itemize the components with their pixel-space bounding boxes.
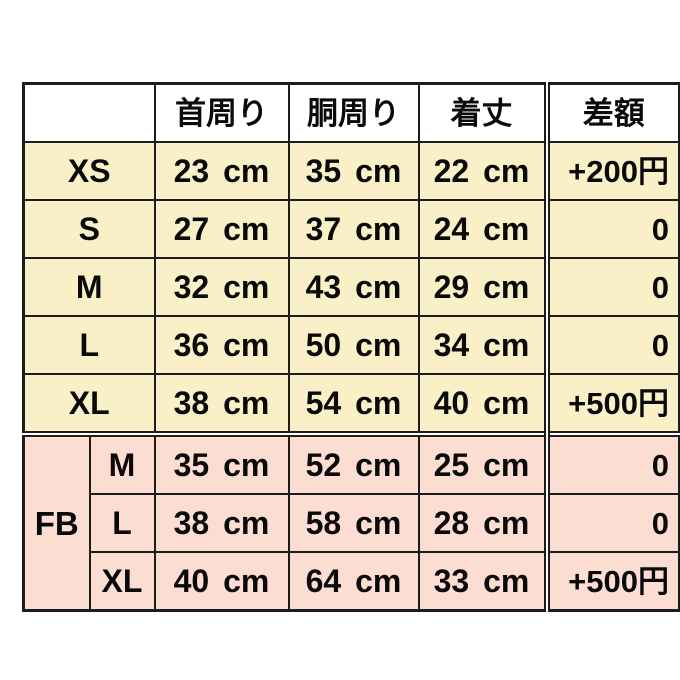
size-cell: L bbox=[22, 315, 156, 375]
size-cell: XS bbox=[22, 141, 156, 201]
size-chart: 首周り 胴周り 着丈 差額 XS 23 cm 35 cm 22 cm +200円… bbox=[22, 82, 680, 612]
neck-cell: 38 cm bbox=[153, 373, 290, 435]
length-cell: 34 cm bbox=[417, 315, 548, 375]
fb-size-row-m: FB M 35 cm 52 cm 25 cm 0 bbox=[22, 431, 680, 612]
column-header-length: 着丈 bbox=[417, 82, 548, 143]
neck-cell: 27 cm bbox=[153, 199, 290, 259]
size-cell: L bbox=[88, 493, 156, 553]
length-cell: 28 cm bbox=[417, 493, 548, 553]
neck-cell: 32 cm bbox=[153, 257, 290, 317]
column-header-girth: 胴周り bbox=[287, 82, 420, 143]
price-diff-cell: 0 bbox=[543, 431, 680, 495]
girth-cell: 58 cm bbox=[287, 493, 420, 553]
length-cell: 22 cm bbox=[417, 141, 548, 201]
neck-cell: 38 cm bbox=[153, 493, 290, 553]
size-row-xl: XL 38 cm 54 cm 40 cm +500円 bbox=[22, 373, 680, 435]
size-row-xs: XS 23 cm 35 cm 22 cm +200円 bbox=[22, 141, 680, 201]
size-cell: M bbox=[88, 431, 156, 495]
length-cell: 33 cm bbox=[417, 551, 548, 612]
price-diff-cell: 0 bbox=[543, 315, 680, 375]
size-chart-table: 首周り 胴周り 着丈 差額 XS 23 cm 35 cm 22 cm +200円… bbox=[22, 82, 680, 612]
price-diff-cell: +200円 bbox=[543, 141, 680, 201]
price-diff-cell: 0 bbox=[543, 199, 680, 259]
corner-cell bbox=[22, 82, 156, 143]
girth-cell: 35 cm bbox=[287, 141, 420, 201]
size-row-l: L 36 cm 50 cm 34 cm 0 bbox=[22, 315, 680, 375]
length-cell: 29 cm bbox=[417, 257, 548, 317]
girth-cell: 64 cm bbox=[287, 551, 420, 612]
size-cell: M bbox=[22, 257, 156, 317]
fb-group-label-cell: FB bbox=[22, 431, 91, 612]
length-cell: 25 cm bbox=[417, 431, 548, 495]
fb-size-row-l: L 38 cm 58 cm 28 cm 0 bbox=[24, 493, 680, 553]
price-diff-cell: 0 bbox=[543, 493, 680, 553]
size-row-m: M 32 cm 43 cm 29 cm 0 bbox=[22, 257, 680, 317]
size-cell: XL bbox=[88, 551, 156, 612]
price-diff-cell: 0 bbox=[543, 257, 680, 317]
length-cell: 24 cm bbox=[417, 199, 548, 259]
neck-cell: 23 cm bbox=[153, 141, 290, 201]
length-cell: 40 cm bbox=[417, 373, 548, 435]
girth-cell: 50 cm bbox=[287, 315, 420, 375]
size-cell: S bbox=[22, 199, 156, 259]
neck-cell: 35 cm bbox=[153, 431, 290, 495]
girth-cell: 43 cm bbox=[287, 257, 420, 317]
column-header-neck: 首周り bbox=[153, 82, 290, 143]
header-row: 首周り 胴周り 着丈 差額 bbox=[22, 82, 680, 143]
size-cell: XL bbox=[22, 373, 156, 435]
price-diff-cell: +500円 bbox=[543, 551, 680, 612]
girth-cell: 54 cm bbox=[287, 373, 420, 435]
neck-cell: 40 cm bbox=[153, 551, 290, 612]
neck-cell: 36 cm bbox=[153, 315, 290, 375]
girth-cell: 52 cm bbox=[287, 431, 420, 495]
size-row-s: S 27 cm 37 cm 24 cm 0 bbox=[22, 199, 680, 259]
price-diff-cell: +500円 bbox=[543, 373, 680, 435]
fb-size-row-xl: XL 40 cm 64 cm 33 cm +500円 bbox=[24, 551, 680, 612]
column-header-price-diff: 差額 bbox=[543, 82, 680, 143]
girth-cell: 37 cm bbox=[287, 199, 420, 259]
